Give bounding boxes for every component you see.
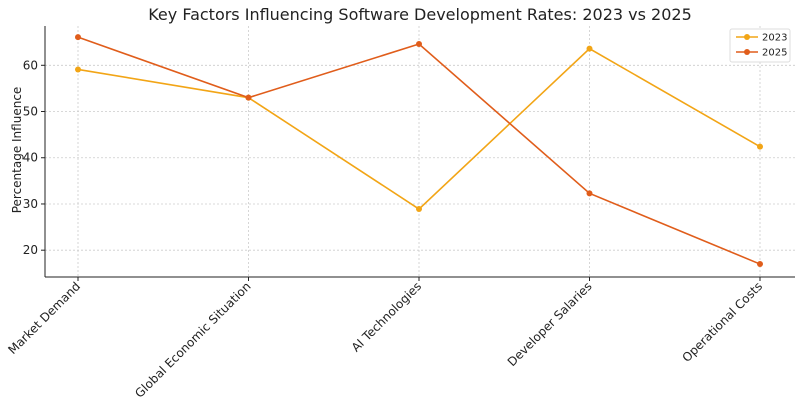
axes [41,26,795,281]
data-point-2025 [75,34,81,41]
data-point-2023 [416,206,422,213]
x-tick-label: Operational Costs [679,279,765,365]
data-point-2023 [75,66,81,73]
x-tick-label: AI Technologies [349,279,424,354]
legend-label-2025: 2025 [762,48,787,59]
legend-label-2023: 2023 [762,33,787,44]
data-point-2025 [586,190,593,197]
grid [45,26,795,277]
legend-marker-2025 [744,49,750,55]
data-point-2023 [757,143,763,150]
x-tick-label: Developer Salaries [505,279,595,369]
y-axis-label: Percentage Influence [10,87,24,214]
data-point-2025 [245,94,252,101]
x-tick-label: Global Economic Situation [132,279,253,400]
data-point-2025 [416,41,422,48]
y-tick-label: 60 [23,58,38,72]
y-tick-label: 50 [23,105,38,119]
y-tick-label: 40 [23,151,38,165]
tick-labels: Market Demand Global Economic Situation AI… [5,58,765,400]
y-tick-label: 20 [23,243,38,257]
series [75,34,763,268]
legend: 2023 2025 [729,28,791,63]
data-point-2025 [757,261,763,268]
data-point-2023 [586,45,593,52]
x-tick-label: Market Demand [5,279,83,357]
y-tick-label: 30 [23,197,38,211]
chart-title: Key Factors Influencing Software Develop… [148,5,692,24]
legend-marker-2023 [744,34,750,40]
